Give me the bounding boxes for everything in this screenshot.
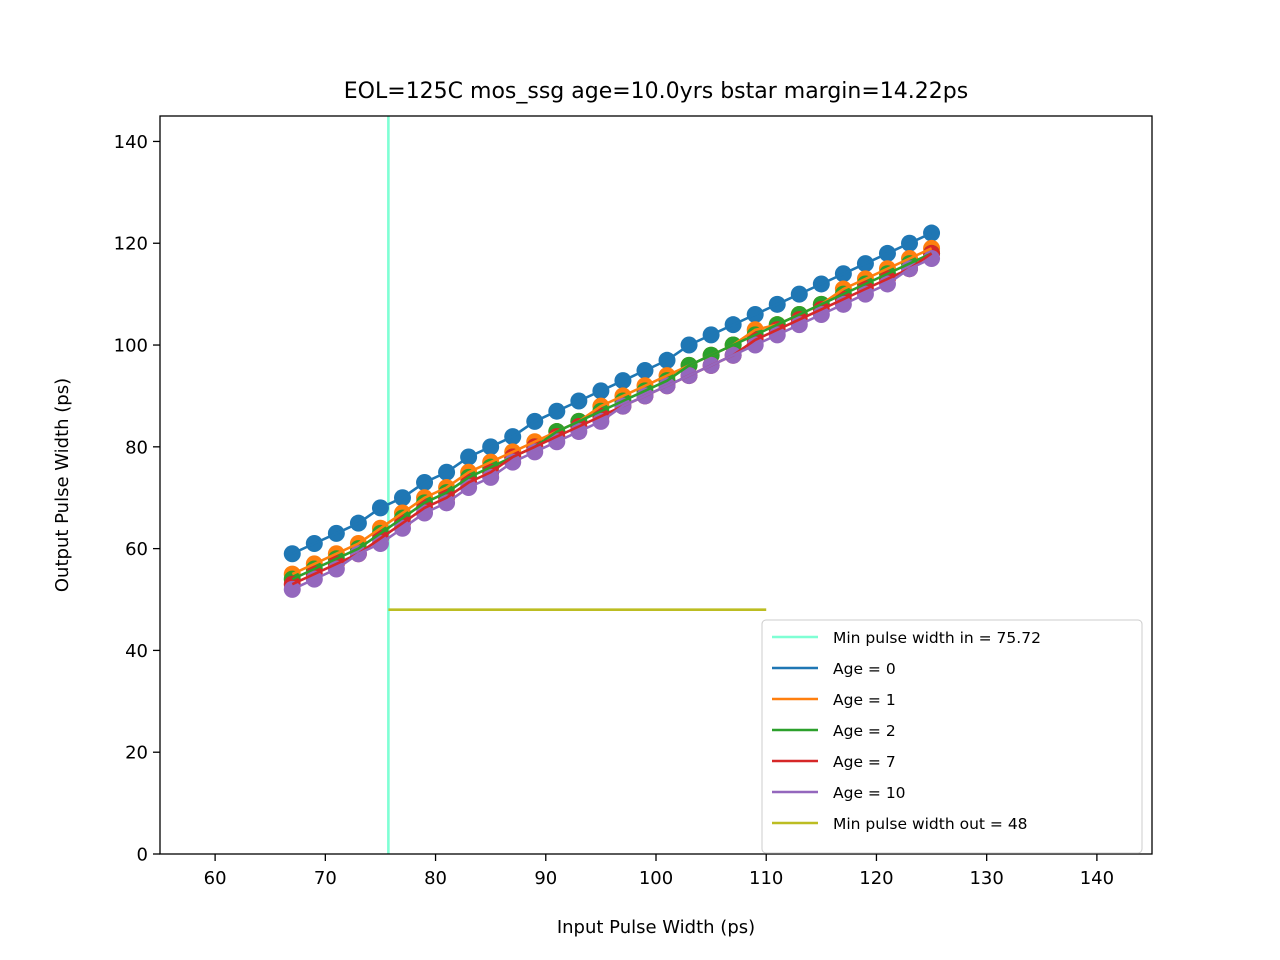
x-tick-label: 140 [1080, 868, 1114, 889]
y-tick-label: 80 [125, 437, 148, 458]
x-axis-label: Input Pulse Width (ps) [557, 917, 755, 938]
y-tick-label: 120 [114, 234, 148, 255]
chart-title: EOL=125C mos_ssg age=10.0yrs bstar margi… [344, 79, 968, 104]
y-tick-label: 140 [114, 132, 148, 153]
series-line [291, 252, 933, 586]
y-tick-label: 0 [137, 845, 148, 866]
series-line [291, 252, 933, 581]
x-tick-label: 100 [639, 868, 673, 889]
series-line [291, 257, 933, 591]
x-tick-label: 70 [314, 868, 337, 889]
x-tick-label: 60 [204, 868, 227, 889]
legend: Min pulse width in = 75.72 Age = 0 Age = 1… [761, 619, 1143, 854]
legend-entry-label: Age = 1 [833, 691, 896, 709]
y-tick-label: 100 [114, 336, 148, 357]
x-tick-label: 80 [424, 868, 447, 889]
y-axis-label: Output Pulse Width (ps) [52, 378, 73, 592]
y-tick-label: 20 [125, 743, 148, 764]
legend-entry-label: Age = 10 [833, 784, 906, 802]
series-line [291, 231, 933, 555]
y-tick-label: 40 [125, 641, 148, 662]
x-tick-label: 120 [859, 868, 893, 889]
legend-box [761, 619, 1143, 854]
legend-entry-label: Min pulse width in = 75.72 [833, 629, 1041, 647]
data-point [283, 580, 301, 598]
data-point [283, 545, 301, 563]
y-tick-label: 60 [125, 539, 148, 560]
legend-entry-label: Min pulse width out = 48 [833, 815, 1028, 833]
x-tick-label: 90 [534, 868, 557, 889]
x-tick-label: 130 [969, 868, 1003, 889]
legend-entry-label: Age = 7 [833, 753, 896, 771]
legend-entry-label: Age = 2 [833, 722, 896, 740]
x-tick-label: 110 [749, 868, 783, 889]
legend-entry-label: Age = 0 [833, 660, 896, 678]
